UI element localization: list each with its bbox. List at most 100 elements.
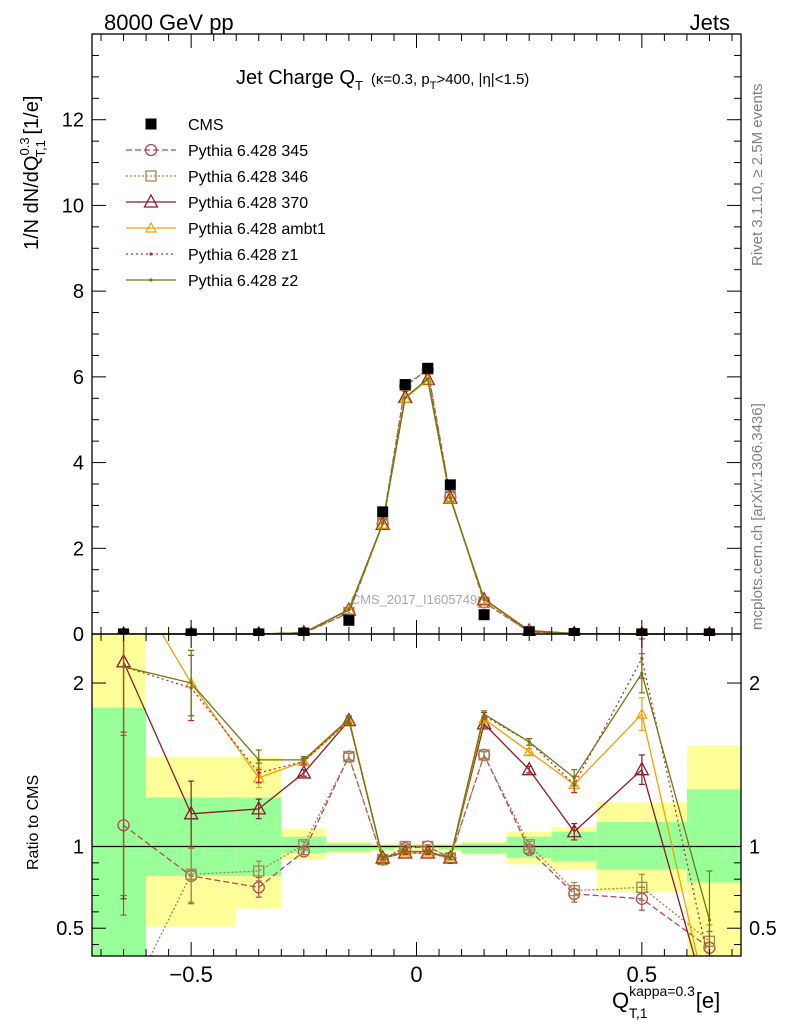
ratio-point-p370-3 [296,764,312,779]
legend-marker-p346 [145,170,157,182]
ratio-xtick-label-0: −0.5 [169,962,212,987]
ratio-xtick-label-1: 0 [410,962,422,987]
point-z2-9 [482,597,486,601]
ratio-ytick-label-right-1: 1 [749,836,760,858]
legend-marker-p370 [143,193,159,208]
ratio-series-z2 [120,634,713,956]
point-ambt1-6 [399,392,412,403]
main-ytick-label-3: 6 [73,367,84,389]
point-ambt1-8 [444,492,457,504]
x-label-a: Q [612,988,629,1013]
ratio-line-p346 [149,753,710,956]
legend-marker-cms [145,118,157,130]
ratio-line-z2 [123,666,711,921]
legend-item-cms: CMS [145,117,224,134]
ratio-point-z2-10 [527,740,531,744]
ratio-point-ambt1-12 [635,707,648,719]
analysis-label: CMS_2017_I1605749 [351,592,478,607]
ratio-xtick-label-2: 0.5 [627,962,658,987]
ratio-point-z2-9 [482,712,486,716]
ratio-point-p346-10 [523,839,535,851]
point-z2-4 [347,607,351,612]
legend-label-z1: Pythia 6.428 z1 [188,247,298,264]
ratio-point-p346-4 [343,750,355,763]
legend-marker-ambt1 [144,221,158,233]
legend-marker-z1 [149,252,153,256]
mcplots-label: mcplots.cern.ch [arXiv:1306.3436] [749,403,766,630]
legend-marker-z2 [149,278,153,282]
green-band-8 [461,843,507,854]
plot-title-detail-a: (κ=0.3, p [371,71,430,88]
point-cms-7 [422,362,434,374]
ratio-ytick-label-right-2: 2 [749,673,760,695]
ratio-point-z1-2 [257,771,261,775]
ratio-point-p370-10 [521,761,537,776]
point-cms-8 [444,479,456,491]
point-ambt1-7 [421,373,434,385]
ratio-point-ambt1-3 [297,755,310,767]
ratio-point-z2-5 [381,856,385,860]
green-band-11 [596,821,687,870]
point-cms-9 [478,609,490,621]
ratio-point-z2-0 [121,665,126,669]
rivet-label: Rivet 3.1.10, ≥ 2.5M events [749,84,766,267]
plot-title-sub: T [355,78,363,93]
ratio-point-p370-12 [634,761,650,776]
ratio-point-p346-12 [636,881,648,894]
legend-item-z1: Pythia 6.428 z1 [126,247,298,264]
plot-title-main: Jet Charge Q [236,67,355,89]
legend-item-p370: Pythia 6.428 370 [126,193,308,212]
ratio-point-p346-11 [568,884,580,897]
legend-label-p345: Pythia 6.428 345 [188,143,308,160]
ratio-point-p346-2 [253,865,265,877]
ratio-point-p370-4 [341,712,357,727]
ratio-panel [92,634,741,956]
plot-title: Jet Charge QT (κ=0.3, pT>400, |η|<1.5) [236,67,529,93]
point-cms-6 [399,379,411,391]
ratio-point-p346-1 [185,868,197,880]
point-p370-9 [476,591,492,606]
main-ytick-label-6: 12 [62,110,84,132]
main-ytick-label-4: 8 [73,281,84,303]
ratio-point-p370-1 [183,805,199,820]
legend-item-z2: Pythia 6.428 z2 [126,273,298,290]
header-right: Jets [690,10,730,35]
ratio-ytick-label-left-2: 2 [73,673,84,695]
ratio-line-ambt1 [161,634,698,956]
main-y-label-a: 1/N dN/dQ [21,156,43,250]
ratio-point-z2-1 [189,681,193,685]
ratio-point-p346-3 [298,839,310,851]
point-cms-4 [343,614,355,626]
main-ytick-label-0: 0 [73,624,84,646]
legend-item-p346: Pythia 6.428 346 [126,169,308,186]
ratio-point-z2-11 [572,776,576,780]
point-ambt1-4 [342,603,355,615]
ratio-point-z2-7 [426,849,430,853]
main-y-label-sup: 0.3 [17,137,32,155]
ratio-y-axis-label: Ratio to CMS [25,775,42,870]
main-y-label-sub: T,1 [33,140,48,157]
ratio-point-p370-2 [251,800,267,815]
ratio-point-z2-12 [640,671,644,675]
point-z2-7 [426,377,430,381]
x-label-sup: kappa=0.3 [629,983,695,999]
x-axis-label: Qkappa=0.3 T,1 [e] [612,983,720,1021]
x-label-b: [e] [690,988,721,1013]
ratio-point-p370-11 [566,823,582,838]
plot-title-detail-sub: T [430,80,437,92]
ratio-point-z2-8 [448,856,452,860]
main-y-axis-label: 1/N dN/dQ0.3T,1 [1/e] [17,96,48,250]
ratio-line-z1 [123,656,709,956]
point-cms-5 [377,506,389,518]
point-p370-5 [375,515,391,530]
point-ambt1-5 [376,518,389,529]
header-left: 8000 GeV pp [104,10,234,35]
legend-label-p370: Pythia 6.428 370 [188,195,308,212]
legend-item-ambt1: Pythia 6.428 ambt1 [126,221,326,238]
main-ytick-label-1: 2 [73,538,84,560]
legend-label-cms: CMS [188,117,224,134]
ratio-point-ambt1-4 [342,714,355,726]
green-band-7 [439,844,462,850]
